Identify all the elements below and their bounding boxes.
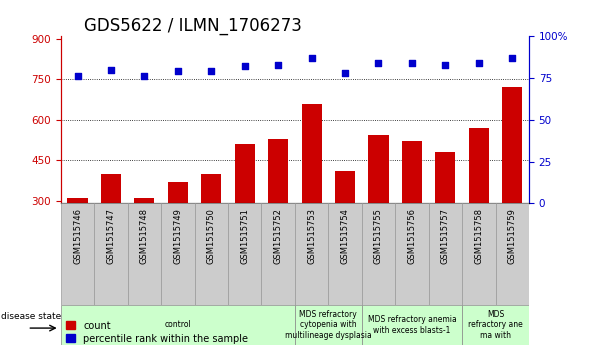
FancyBboxPatch shape — [429, 203, 462, 305]
Bar — [235, 144, 255, 281]
Text: GSM1515748: GSM1515748 — [140, 208, 149, 264]
Text: MDS refractory anemia
with excess blasts-1: MDS refractory anemia with excess blasts… — [368, 315, 456, 335]
Point — [240, 64, 249, 69]
FancyBboxPatch shape — [362, 203, 395, 305]
Bar — [67, 198, 88, 281]
Bar — [368, 135, 389, 281]
Legend: count, percentile rank within the sample: count, percentile rank within the sample — [66, 321, 248, 344]
Point — [139, 73, 150, 79]
Bar — [268, 139, 288, 281]
FancyBboxPatch shape — [195, 203, 228, 305]
Bar — [469, 128, 489, 281]
Text: GSM1515753: GSM1515753 — [307, 208, 316, 264]
FancyBboxPatch shape — [362, 305, 462, 345]
FancyBboxPatch shape — [496, 203, 529, 305]
FancyBboxPatch shape — [61, 305, 295, 345]
Text: MDS refractory
cytopenia with
multilineage dysplasia: MDS refractory cytopenia with multilinea… — [285, 310, 371, 340]
Point — [306, 55, 316, 61]
Bar — [335, 171, 355, 281]
Text: GSM1515754: GSM1515754 — [340, 208, 350, 264]
Text: GSM1515757: GSM1515757 — [441, 208, 450, 264]
Text: GSM1515756: GSM1515756 — [407, 208, 416, 264]
FancyBboxPatch shape — [462, 305, 529, 345]
Text: MDS
refractory ane
ma with: MDS refractory ane ma with — [468, 310, 523, 340]
Bar — [201, 174, 221, 281]
Text: disease state: disease state — [1, 311, 61, 321]
Text: GSM1515758: GSM1515758 — [474, 208, 483, 264]
FancyBboxPatch shape — [128, 203, 161, 305]
Point — [507, 55, 517, 61]
Bar — [168, 182, 188, 281]
Point — [273, 62, 283, 68]
FancyBboxPatch shape — [395, 203, 429, 305]
Point — [173, 69, 182, 74]
FancyBboxPatch shape — [462, 203, 496, 305]
Bar — [134, 199, 154, 281]
Point — [73, 73, 83, 79]
Bar — [502, 87, 522, 281]
Text: GSM1515759: GSM1515759 — [508, 208, 517, 264]
Point — [340, 70, 350, 76]
Bar — [435, 152, 455, 281]
FancyBboxPatch shape — [61, 203, 94, 305]
FancyBboxPatch shape — [161, 203, 195, 305]
Text: GSM1515747: GSM1515747 — [106, 208, 116, 264]
Text: GSM1515749: GSM1515749 — [173, 208, 182, 264]
Text: GSM1515751: GSM1515751 — [240, 208, 249, 264]
Text: GSM1515752: GSM1515752 — [274, 208, 283, 264]
Point — [474, 60, 483, 66]
FancyBboxPatch shape — [94, 203, 128, 305]
FancyBboxPatch shape — [328, 203, 362, 305]
FancyBboxPatch shape — [228, 203, 261, 305]
Bar — [101, 174, 121, 281]
FancyBboxPatch shape — [295, 203, 328, 305]
FancyBboxPatch shape — [261, 203, 295, 305]
Text: GDS5622 / ILMN_1706273: GDS5622 / ILMN_1706273 — [84, 17, 302, 35]
Bar — [302, 103, 322, 281]
FancyBboxPatch shape — [295, 305, 362, 345]
Bar — [402, 141, 422, 281]
Text: GSM1515750: GSM1515750 — [207, 208, 216, 264]
Point — [106, 67, 116, 73]
Text: GSM1515755: GSM1515755 — [374, 208, 383, 264]
Point — [440, 62, 450, 68]
Point — [373, 60, 383, 66]
Text: control: control — [165, 321, 191, 329]
Point — [407, 60, 416, 66]
Point — [206, 69, 216, 74]
Text: GSM1515746: GSM1515746 — [73, 208, 82, 264]
